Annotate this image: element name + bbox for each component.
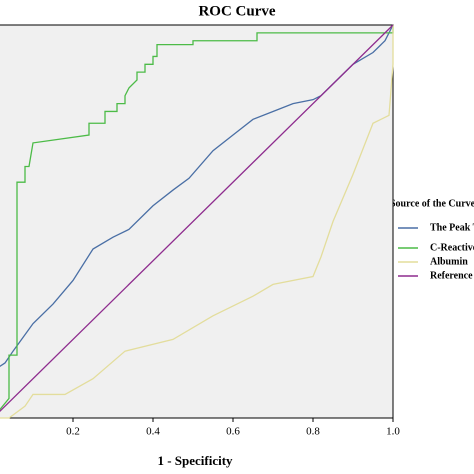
legend-title: Source of the Curve bbox=[390, 198, 474, 209]
roc-line bbox=[0, 25, 394, 419]
legend-label: Albumin bbox=[430, 256, 468, 267]
legend-label: C-Reactive Protein bbox=[430, 242, 474, 253]
chart-title: ROC Curve bbox=[198, 3, 275, 19]
x-tick-label: 0.8 bbox=[306, 426, 320, 438]
legend-label: Reference Line bbox=[430, 270, 474, 281]
x-axis-label: 1 - Specificity bbox=[157, 453, 233, 468]
legend-label: The Peak Temperature bbox=[430, 222, 474, 233]
x-tick-label: 0.6 bbox=[226, 426, 240, 438]
x-tick-label: 0.4 bbox=[146, 426, 160, 438]
roc-line bbox=[0, 25, 394, 411]
roc-line bbox=[0, 24, 394, 413]
x-tick-label: 0.2 bbox=[66, 426, 80, 438]
x-tick-label: 1.0 bbox=[386, 426, 400, 438]
plot-area bbox=[0, 24, 394, 419]
